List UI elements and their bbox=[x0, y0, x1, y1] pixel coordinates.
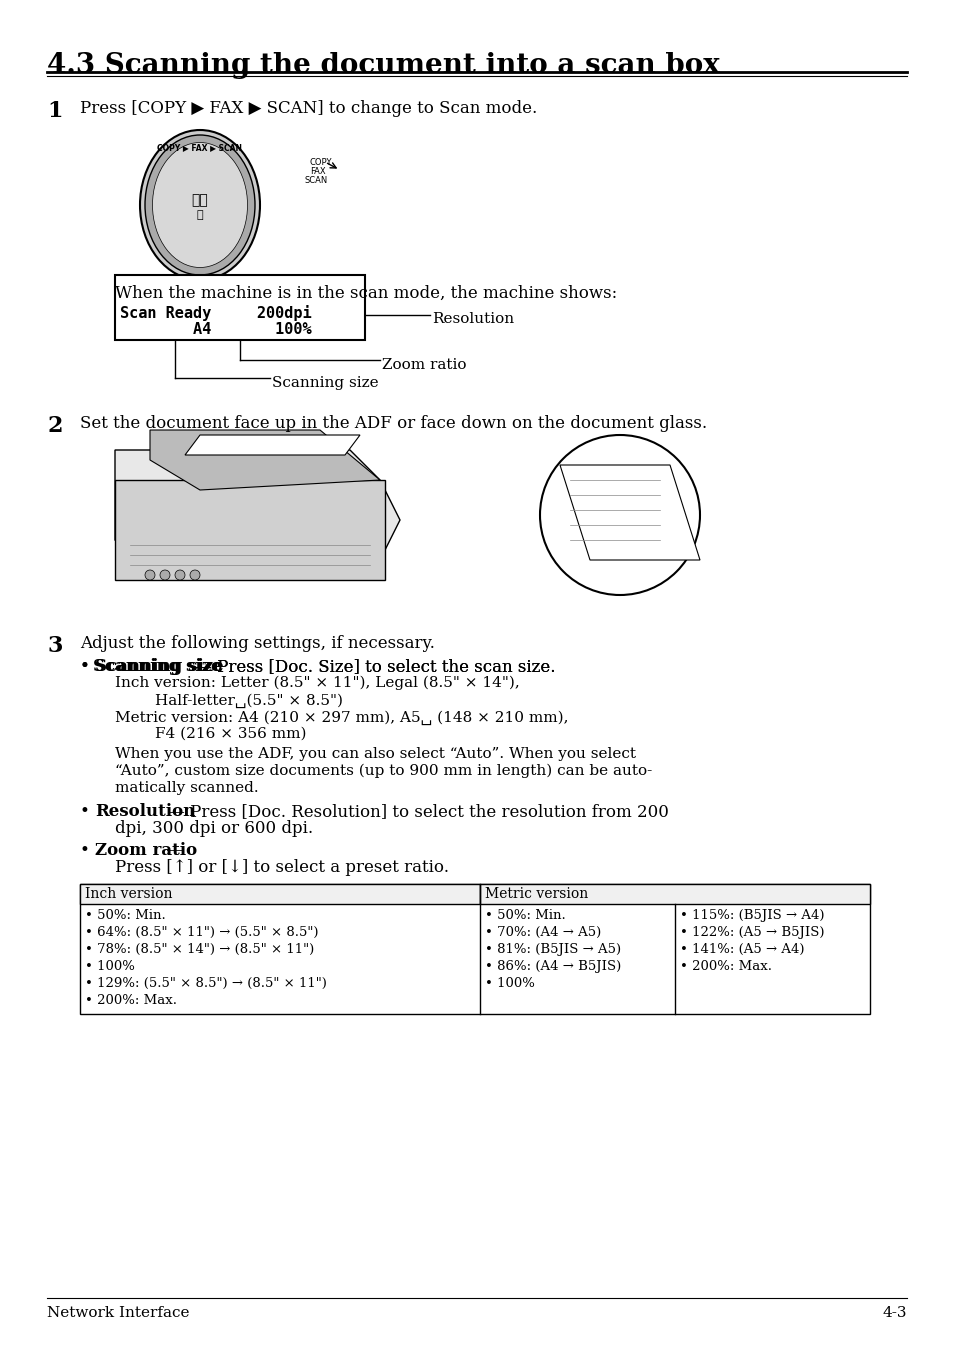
Ellipse shape bbox=[152, 142, 247, 268]
Text: • 200%: Max.: • 200%: Max. bbox=[679, 960, 771, 974]
Text: •: • bbox=[80, 658, 95, 676]
Text: Resolution: Resolution bbox=[432, 311, 514, 326]
Text: • 100%: • 100% bbox=[484, 978, 535, 990]
Text: Set the document face up in the ADF or face down on the document glass.: Set the document face up in the ADF or f… bbox=[80, 414, 706, 432]
Circle shape bbox=[190, 570, 200, 580]
Text: • 81%: (B5JIS → A5): • 81%: (B5JIS → A5) bbox=[484, 942, 620, 956]
Text: Zoom ratio: Zoom ratio bbox=[381, 357, 466, 372]
Text: Press [COPY ▶ FAX ▶ SCAN] to change to Scan mode.: Press [COPY ▶ FAX ▶ SCAN] to change to S… bbox=[80, 100, 537, 116]
Text: When you use the ADF, you can also select “Auto”. When you select: When you use the ADF, you can also selec… bbox=[115, 747, 636, 761]
Ellipse shape bbox=[145, 135, 254, 275]
Text: —: — bbox=[161, 842, 183, 858]
Text: A4       100%: A4 100% bbox=[120, 322, 312, 337]
Text: FAX: FAX bbox=[310, 167, 325, 176]
Text: • 122%: (A5 → B5JIS): • 122%: (A5 → B5JIS) bbox=[679, 926, 823, 940]
Circle shape bbox=[174, 570, 185, 580]
Text: COPY: COPY bbox=[310, 158, 333, 167]
Text: “Auto”, custom size documents (up to 900 mm in length) can be auto-: “Auto”, custom size documents (up to 900… bbox=[115, 764, 652, 779]
Text: matically scanned.: matically scanned. bbox=[115, 781, 258, 795]
Text: •: • bbox=[80, 658, 90, 676]
Text: Metric version: Metric version bbox=[484, 887, 588, 900]
Text: Zoom ratio: Zoom ratio bbox=[95, 842, 197, 858]
Text: 2: 2 bbox=[47, 414, 63, 437]
Bar bbox=[479, 884, 869, 904]
Text: COPY ▶ FAX ▶ SCAN: COPY ▶ FAX ▶ SCAN bbox=[157, 144, 242, 153]
Polygon shape bbox=[185, 435, 359, 455]
Text: 1: 1 bbox=[47, 100, 63, 122]
Bar bbox=[80, 884, 479, 904]
Text: • 86%: (A4 → B5JIS): • 86%: (A4 → B5JIS) bbox=[484, 960, 620, 974]
Text: Resolution: Resolution bbox=[95, 803, 195, 821]
Ellipse shape bbox=[140, 130, 260, 280]
Text: • 115%: (B5JIS → A4): • 115%: (B5JIS → A4) bbox=[679, 909, 823, 922]
Text: Adjust the following settings, if necessary.: Adjust the following settings, if necess… bbox=[80, 635, 435, 653]
FancyBboxPatch shape bbox=[115, 275, 365, 340]
Text: • 50%: Min.: • 50%: Min. bbox=[484, 909, 565, 922]
Text: • 100%: • 100% bbox=[85, 960, 134, 974]
Text: 4.3 Scanning the document into a scan box: 4.3 Scanning the document into a scan bo… bbox=[47, 51, 720, 79]
Bar bbox=[80, 884, 869, 1014]
Text: Scan Ready     200dpi: Scan Ready 200dpi bbox=[120, 305, 312, 321]
Text: • 129%: (5.5" × 8.5") → (8.5" × 11"): • 129%: (5.5" × 8.5") → (8.5" × 11") bbox=[85, 978, 327, 990]
Text: 3: 3 bbox=[47, 635, 62, 657]
Text: • 64%: (8.5" × 11") → (5.5" × 8.5"): • 64%: (8.5" × 11") → (5.5" × 8.5") bbox=[85, 926, 318, 940]
FancyBboxPatch shape bbox=[115, 481, 385, 580]
Circle shape bbox=[539, 435, 700, 594]
Polygon shape bbox=[115, 450, 399, 561]
Text: When the machine is in the scan mode, the machine shows:: When the machine is in the scan mode, th… bbox=[115, 284, 617, 302]
Text: SCAN: SCAN bbox=[305, 176, 328, 185]
Text: — Press [Doc. Size] to select the scan size.: — Press [Doc. Size] to select the scan s… bbox=[190, 658, 555, 676]
Text: Scanning size: Scanning size bbox=[92, 658, 221, 676]
Text: ⎕⎕: ⎕⎕ bbox=[192, 194, 208, 207]
Circle shape bbox=[160, 570, 170, 580]
Text: — Press [Doc. Resolution] to select the resolution from 200: — Press [Doc. Resolution] to select the … bbox=[163, 803, 668, 821]
Text: — Press [Doc. Size] to select the scan size.: — Press [Doc. Size] to select the scan s… bbox=[191, 658, 556, 676]
Text: • 70%: (A4 → A5): • 70%: (A4 → A5) bbox=[484, 926, 600, 940]
Circle shape bbox=[145, 570, 154, 580]
Polygon shape bbox=[559, 464, 700, 561]
Text: • 78%: (8.5" × 14") → (8.5" × 11"): • 78%: (8.5" × 14") → (8.5" × 11") bbox=[85, 942, 314, 956]
Polygon shape bbox=[150, 431, 379, 490]
Text: • 141%: (A5 → A4): • 141%: (A5 → A4) bbox=[679, 942, 803, 956]
Text: Half-letter␣(5.5" × 8.5"): Half-letter␣(5.5" × 8.5") bbox=[154, 693, 343, 708]
Text: Network Interface: Network Interface bbox=[47, 1307, 190, 1320]
Text: •: • bbox=[80, 803, 90, 821]
Text: dpi, 300 dpi or 600 dpi.: dpi, 300 dpi or 600 dpi. bbox=[115, 821, 313, 837]
Text: • 50%: Min.: • 50%: Min. bbox=[85, 909, 166, 922]
Text: Press [↑] or [↓] to select a preset ratio.: Press [↑] or [↓] to select a preset rati… bbox=[115, 858, 449, 876]
Text: Metric version: A4 (210 × 297 mm), A5␣ (148 × 210 mm),: Metric version: A4 (210 × 297 mm), A5␣ (… bbox=[115, 709, 568, 724]
Text: Inch version: Letter (8.5" × 11"), Legal (8.5" × 14"),: Inch version: Letter (8.5" × 11"), Legal… bbox=[115, 676, 519, 691]
Text: 4-3: 4-3 bbox=[882, 1307, 906, 1320]
Text: ⌖: ⌖ bbox=[196, 210, 203, 219]
Text: Scanning size: Scanning size bbox=[272, 376, 378, 390]
Text: • 200%: Max.: • 200%: Max. bbox=[85, 994, 177, 1007]
Text: •: • bbox=[80, 842, 90, 858]
Text: Inch version: Inch version bbox=[85, 887, 172, 900]
Text: Scanning size: Scanning size bbox=[95, 658, 223, 676]
Text: F4 (216 × 356 mm): F4 (216 × 356 mm) bbox=[154, 727, 306, 741]
